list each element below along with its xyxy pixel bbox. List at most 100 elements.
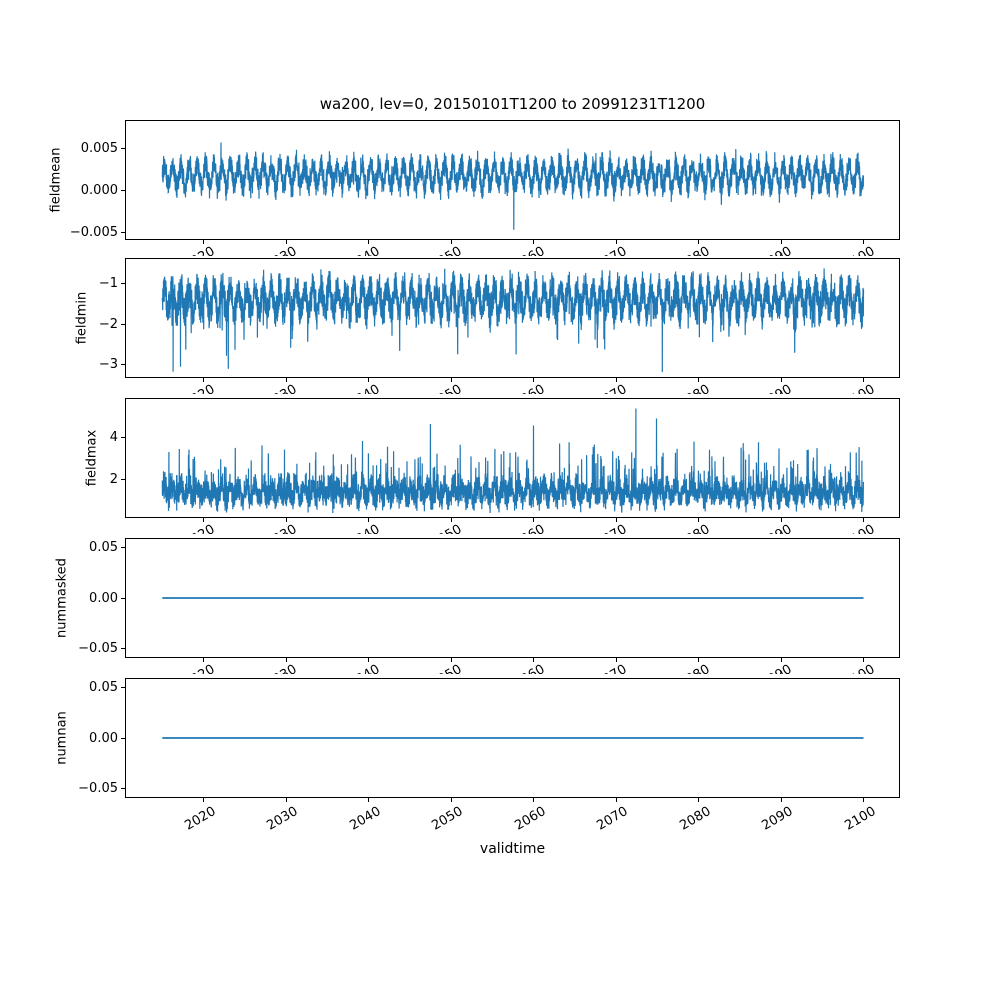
x-tick-mark — [698, 378, 700, 382]
plot-area-fieldmean — [161, 142, 865, 230]
y-tick-label: −0.05 — [78, 780, 118, 796]
y-tick-mark — [121, 547, 125, 549]
x-tick-mark — [450, 240, 452, 244]
y-tick-mark — [121, 436, 125, 438]
x-tick-label: 2020 — [181, 804, 219, 834]
y-tick-label: 0.05 — [89, 540, 118, 556]
plot-area-fieldmin — [161, 268, 865, 373]
x-tick-label-clipped: 2040 — [340, 382, 382, 394]
x-tick-mark — [450, 798, 452, 802]
x-tick-label-clipped: 2020 — [175, 522, 217, 534]
data-line-fieldmin — [161, 268, 865, 373]
y-axis-label-fieldmean: fieldmean — [48, 147, 64, 213]
x-tick-label-clipped: 2090 — [752, 522, 794, 534]
data-line-fieldmean — [161, 142, 865, 230]
x-tick-mark — [698, 658, 700, 662]
x-tick-mark — [615, 658, 617, 662]
x-tick-label-clipped: 2070 — [587, 662, 629, 674]
x-tick-label-clipped: 2030 — [257, 244, 299, 256]
x-tick-label-clipped: 2090 — [752, 662, 794, 674]
x-tick-label-clipped: 2040 — [340, 244, 382, 256]
x-tick-label-clipped: 2080 — [670, 522, 712, 534]
x-tick-label: 2100 — [841, 804, 879, 834]
x-tick-label: 2090 — [759, 804, 796, 834]
subplot-nummasked — [125, 538, 900, 658]
y-tick-mark — [121, 189, 125, 191]
x-tick-mark — [615, 518, 617, 522]
x-tick-mark — [615, 378, 617, 382]
x-tick-label-clipped: 2020 — [175, 382, 217, 394]
x-tick-label-clipped: 2090 — [752, 244, 794, 256]
x-tick-label-clipped: 2060 — [505, 522, 547, 534]
x-tick-mark — [533, 518, 535, 522]
x-tick-mark — [863, 798, 865, 802]
x-tick-mark — [863, 658, 865, 662]
x-tick-label-clipped: 2060 — [505, 662, 547, 674]
x-tick-mark — [203, 378, 205, 382]
x-tick-mark — [615, 798, 617, 802]
y-tick-label: 0.00 — [89, 730, 118, 746]
x-tick-label-clipped: 2050 — [422, 382, 464, 394]
y-tick-label: 0.005 — [80, 141, 118, 157]
x-tick-mark — [203, 518, 205, 522]
x-tick-label: 2030 — [264, 804, 301, 834]
x-tick-mark — [533, 378, 535, 382]
x-tick-mark — [285, 798, 287, 802]
x-tick-label: 2050 — [429, 804, 466, 834]
y-tick-label: 0.05 — [89, 680, 118, 696]
x-tick-mark — [285, 378, 287, 382]
x-tick-label: 2070 — [594, 804, 631, 834]
y-tick-label: −1 — [98, 275, 118, 291]
subplot-numnan — [125, 678, 900, 798]
y-tick-label: −0.05 — [78, 640, 118, 656]
x-tick-mark — [698, 240, 700, 244]
y-tick-label: 0.000 — [80, 182, 118, 198]
x-tick-mark — [698, 518, 700, 522]
y-tick-mark — [121, 282, 125, 284]
x-tick-mark — [450, 378, 452, 382]
x-tick-mark — [285, 240, 287, 244]
x-tick-label-clipped: 2060 — [505, 382, 547, 394]
y-tick-label: 4 — [109, 429, 118, 445]
x-tick-mark — [615, 240, 617, 244]
y-tick-mark — [121, 687, 125, 689]
x-tick-label-clipped: 2020 — [175, 244, 217, 256]
x-tick-label-clipped: 2040 — [340, 522, 382, 534]
x-axis-label: validtime — [479, 841, 546, 857]
x-tick-label-clipped: 2030 — [257, 382, 299, 394]
x-tick-label-clipped: 2050 — [422, 244, 464, 256]
x-tick-mark — [368, 240, 370, 244]
clipped-xtick-strip: 2020 2030 2040 2050 2060 2070 2080 2090 2100 — [125, 660, 920, 674]
x-tick-mark — [780, 378, 782, 382]
x-tick-mark — [863, 240, 865, 244]
x-tick-mark — [533, 798, 535, 802]
x-tick-label-clipped: 2080 — [670, 382, 712, 394]
x-tick-mark — [203, 658, 205, 662]
y-tick-label: 2 — [109, 472, 118, 487]
x-tick-mark — [533, 658, 535, 662]
x-tick-mark — [368, 798, 370, 802]
x-tick-mark — [863, 378, 865, 382]
y-tick-mark — [121, 597, 125, 599]
x-tick-mark — [450, 518, 452, 522]
y-tick-mark — [121, 787, 125, 789]
plot-area-fieldmax — [161, 408, 865, 514]
x-tick-label-clipped: 2070 — [587, 382, 629, 394]
x-tick-label-clipped: 2020 — [175, 662, 217, 674]
clipped-xtick-strip: 2020 2030 2040 2050 2060 2070 2080 2090 2100 — [125, 520, 920, 534]
y-tick-mark — [121, 647, 125, 649]
plot-area-numnan — [162, 737, 864, 739]
x-tick-mark — [368, 518, 370, 522]
x-tick-label: 2080 — [676, 804, 714, 834]
y-tick-label: −2 — [98, 316, 118, 332]
x-tick-label-clipped: 2040 — [340, 662, 382, 674]
plot-area-nummasked — [162, 597, 864, 599]
x-tick-mark — [203, 240, 205, 244]
x-tick-label-clipped: 2050 — [422, 662, 464, 674]
y-tick-mark — [121, 323, 125, 325]
subplot-fieldmax — [125, 398, 900, 518]
x-tick-label-clipped: 2090 — [752, 382, 794, 394]
clipped-xtick-strip: 2020 2030 2040 2050 2060 2070 2080 2090 2100 — [125, 242, 920, 256]
y-tick-mark — [121, 364, 125, 366]
